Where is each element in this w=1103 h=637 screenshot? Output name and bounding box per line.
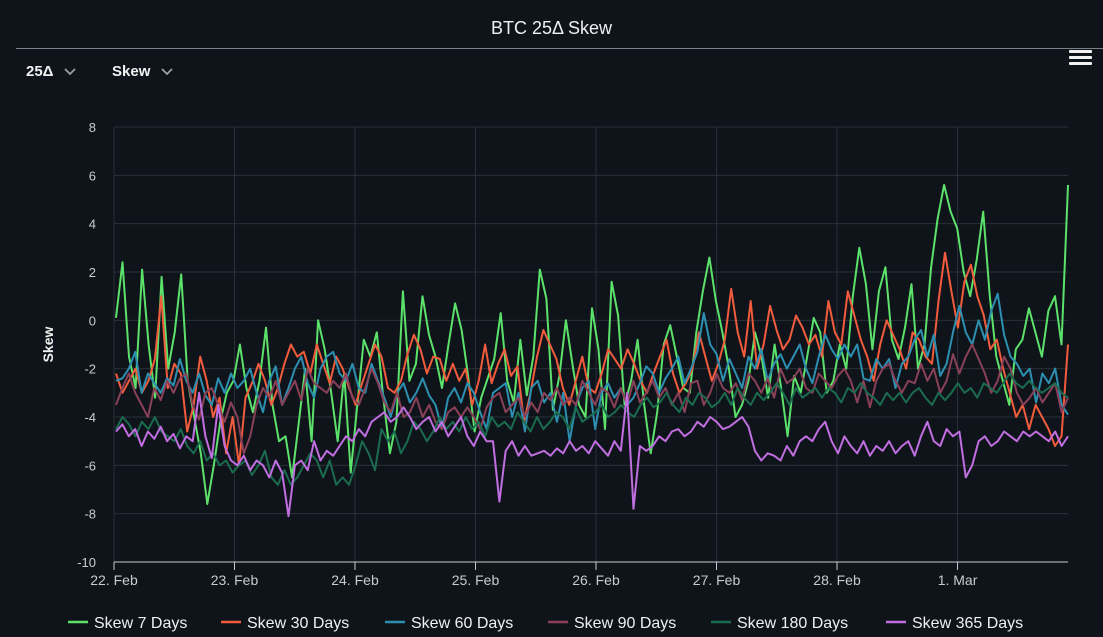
y-tick-label: 0 (89, 313, 96, 328)
x-tick-label: 28. Feb (813, 572, 861, 588)
y-tick-label: 8 (89, 120, 96, 135)
y-tick-label: 2 (89, 265, 96, 280)
x-tick-label: 23. Feb (211, 572, 259, 588)
legend-label: Skew 60 Days (411, 615, 513, 632)
legend-item[interactable]: Skew 365 Days (886, 615, 1023, 632)
y-tick-label: -10 (77, 555, 96, 570)
chart-title: BTC 25Δ Skew (490, 18, 613, 38)
legend-label: Skew 30 Days (247, 615, 349, 632)
legend-item[interactable]: Skew 90 Days (548, 615, 676, 632)
x-tick-label: 26. Feb (572, 572, 620, 588)
legend-label: Skew 365 Days (912, 615, 1023, 632)
legend-label: Skew 7 Days (94, 615, 187, 632)
x-tick-label: 24. Feb (331, 572, 379, 588)
x-tick-label: 27. Feb (693, 572, 741, 588)
legend-item[interactable]: Skew 60 Days (385, 615, 513, 632)
series-line (115, 372, 1069, 486)
hamburger-menu-icon[interactable] (1069, 50, 1093, 66)
series-line (115, 391, 1069, 518)
x-tick-label: 1. Mar (938, 572, 978, 588)
legend-label: Skew 90 Days (574, 615, 676, 632)
y-tick-label: 4 (89, 217, 96, 232)
title-divider (16, 48, 1103, 49)
y-tick-label: -2 (84, 362, 96, 377)
delta-dropdown-label: 25Δ (26, 63, 54, 80)
legend-label: Skew 180 Days (737, 615, 848, 632)
legend-item[interactable]: Skew 180 Days (711, 615, 848, 632)
y-tick-label: -4 (84, 410, 96, 425)
series-line (115, 292, 1069, 443)
series-line (115, 343, 1069, 455)
series-line (115, 251, 1069, 467)
legend-item[interactable]: Skew 30 Days (221, 615, 349, 632)
metric-dropdown-label: Skew (112, 63, 151, 80)
x-tick-label: 22. Feb (90, 572, 138, 588)
legend-item[interactable]: Skew 7 Days (68, 615, 187, 632)
delta-dropdown[interactable]: 25Δ (26, 63, 77, 80)
y-tick-label: -6 (84, 458, 96, 473)
y-tick-label: -8 (84, 507, 96, 522)
y-tick-label: 6 (89, 168, 96, 183)
series-line (115, 184, 1069, 505)
x-tick-label: 25. Feb (452, 572, 500, 588)
chevron-down-icon (64, 67, 77, 75)
y-axis-label: Skew (40, 326, 56, 362)
chevron-down-icon (161, 67, 173, 75)
metric-dropdown[interactable]: Skew (112, 63, 174, 80)
